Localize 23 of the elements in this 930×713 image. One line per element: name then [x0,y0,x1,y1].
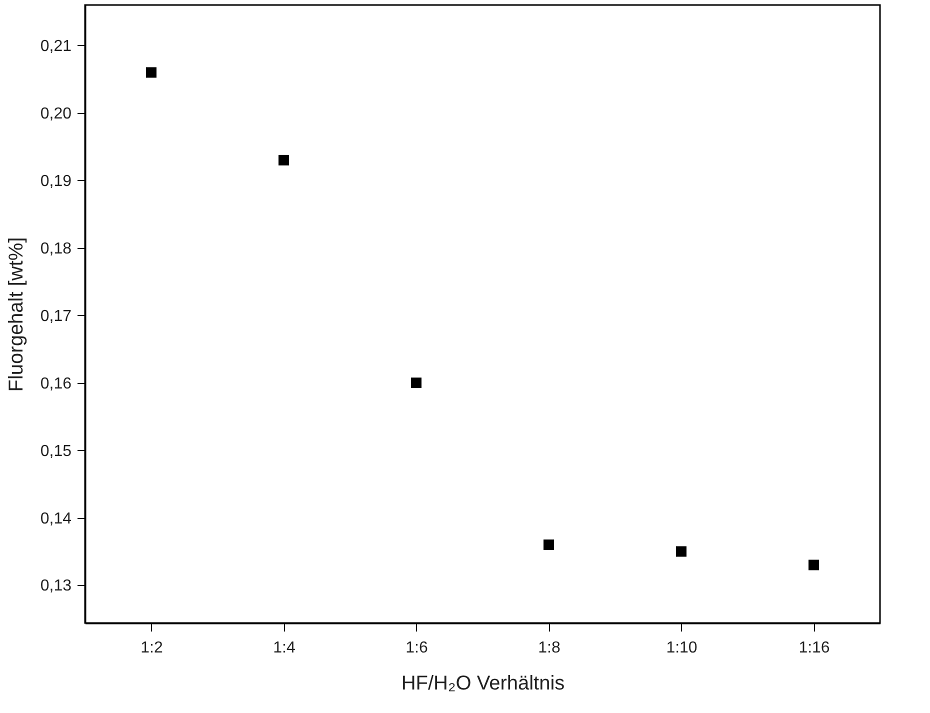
x-tick-label: 1:6 [406,640,428,656]
point [808,560,819,570]
point [411,378,422,388]
x-tick-label: 1:16 [798,640,830,656]
point [676,546,686,557]
x-tick-label: 1:8 [538,640,560,656]
y-tick-label: 0,15 [40,442,72,460]
y-tick-label: 0,19 [40,172,72,190]
x-tick-label: 1:4 [273,640,296,656]
y-tick-label: 0,16 [40,375,72,392]
y-axis-title: Fluorgehalt [wt%] [5,237,28,392]
point [146,67,156,78]
y-tick-label: 0,14 [40,510,72,528]
y-tick-label: 0,21 [40,38,72,55]
point [544,539,554,550]
point [278,154,289,166]
x-axis-title: HF/H₂O Verhältnis [401,672,565,694]
x-tick-label: 1:10 [666,640,698,656]
y-tick-label: 0,20 [40,105,72,122]
x-tick-label: 1:2 [140,640,163,656]
y-tick-label: 0,17 [40,308,72,325]
y-tick-label: 0,13 [40,578,72,595]
y-tick-label: 0,18 [40,240,72,258]
